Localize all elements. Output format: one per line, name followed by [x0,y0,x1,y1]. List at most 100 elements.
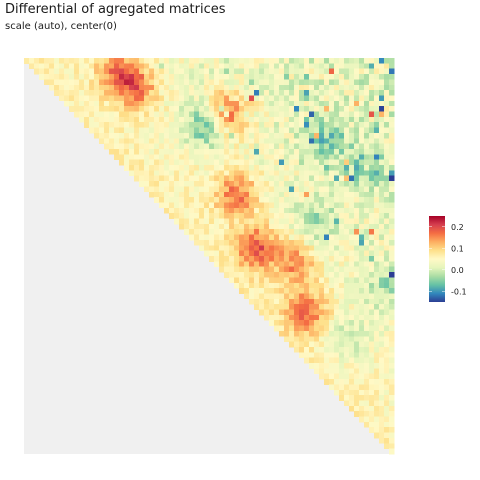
heatmap-cell [374,357,380,364]
heatmap-cell [164,63,170,70]
heatmap-cell [309,197,315,203]
heatmap-cell [264,116,270,123]
heatmap-cell [379,79,385,86]
heatmap-cell [84,90,90,96]
heatmap-cell [314,106,320,112]
heatmap-cell [374,100,380,107]
heatmap-cell [384,170,390,177]
heatmap-cell [204,213,210,219]
heatmap-cell [249,197,255,203]
heatmap-cell [264,202,270,209]
heatmap-cell [224,138,230,145]
heatmap-cell [149,111,155,118]
heatmap-cell [134,165,140,171]
heatmap-cell [224,95,230,102]
heatmap-cell [254,159,260,166]
heatmap-cell [324,373,330,380]
heatmap-cell [234,202,240,209]
heatmap-cell [249,234,255,241]
heatmap-cell [334,293,340,300]
heatmap-cell [264,229,270,235]
heatmap-cell [264,207,270,214]
heatmap-cell [294,68,300,75]
heatmap-cell [194,90,200,96]
heatmap-cell [314,234,320,241]
heatmap-cell [199,100,205,107]
heatmap-cell [319,58,325,64]
heatmap-cell [369,341,375,348]
heatmap-cell [269,250,275,257]
heatmap-cell [74,100,80,107]
heatmap-cell [144,95,150,102]
heatmap-cell [389,175,395,182]
heatmap-cell [169,197,175,203]
heatmap-cell [279,63,285,70]
heatmap-cell [384,405,390,412]
heatmap-cell [39,58,45,64]
heatmap-cell [349,127,355,134]
heatmap-cell [204,95,210,102]
heatmap-cell [144,106,150,112]
heatmap-cell [369,197,375,203]
heatmap-cell [329,218,335,225]
heatmap-cell [344,122,350,128]
heatmap-cell [379,368,385,375]
heatmap-cell [384,68,390,75]
heatmap-cell [389,325,395,332]
heatmap-cell [309,79,315,86]
heatmap-cell [254,111,260,118]
heatmap-cell [219,58,225,64]
heatmap-cell [324,250,330,257]
heatmap-cell [314,186,320,193]
heatmap-cell [249,122,255,128]
heatmap-cell [144,165,150,171]
heatmap-cell [294,84,300,91]
heatmap-cell [344,266,350,273]
heatmap-cell [189,63,195,70]
heatmap-cell [334,116,340,123]
heatmap-cell [134,106,140,112]
heatmap-cell [339,170,345,177]
heatmap-cell [139,154,145,161]
heatmap-cell [149,127,155,134]
heatmap-cell [344,314,350,321]
heatmap-cell [314,363,320,369]
heatmap-cell [304,234,310,241]
heatmap-cell [369,229,375,235]
heatmap-cell [99,111,105,118]
heatmap-cell [314,320,320,326]
heatmap-cell [279,116,285,123]
heatmap-cell [319,68,325,75]
heatmap-cell [99,90,105,96]
heatmap-cell [374,138,380,145]
heatmap-cell [99,132,105,139]
heatmap-cell [354,186,360,193]
heatmap-cell [294,245,300,252]
heatmap-cell [264,314,270,321]
heatmap-cell [319,148,325,155]
heatmap-cell [379,261,385,268]
heatmap-cell [324,197,330,203]
heatmap-cell [339,229,345,235]
heatmap-cell [329,127,335,134]
heatmap-cell [364,368,370,375]
heatmap-cell [239,138,245,145]
heatmap-cell [239,245,245,252]
heatmap-cell [379,111,385,118]
heatmap-cell [349,282,355,289]
heatmap-cell [224,272,230,278]
heatmap-cell [124,143,130,150]
heatmap-cell [219,63,225,70]
heatmap-cell [319,218,325,225]
heatmap-cell [214,154,220,161]
heatmap-cell [179,143,185,150]
heatmap-cell [359,95,365,102]
heatmap-cell [119,116,125,123]
heatmap-cell [269,127,275,134]
heatmap-cell [374,234,380,241]
heatmap-cell [369,309,375,316]
heatmap-cell [229,132,235,139]
heatmap-cell [164,79,170,86]
heatmap-cell [374,202,380,209]
heatmap-cell [369,320,375,326]
